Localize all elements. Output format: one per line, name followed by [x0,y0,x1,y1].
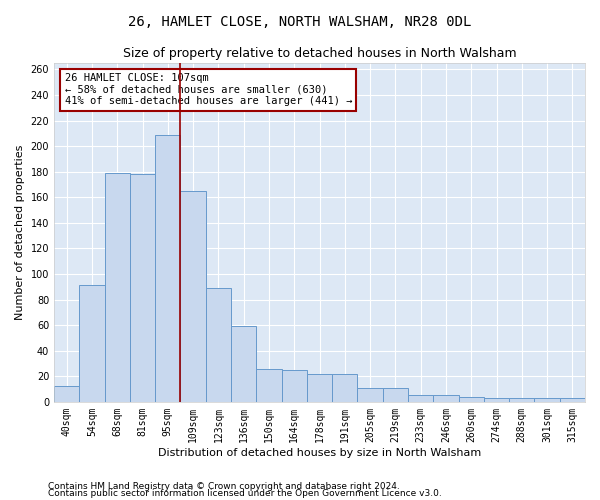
Bar [130,174,155,402]
Bar [560,398,585,402]
Bar [281,370,307,402]
Bar [256,368,281,402]
Title: Size of property relative to detached houses in North Walsham: Size of property relative to detached ho… [123,48,517,60]
Bar [181,191,206,402]
Bar [307,374,332,402]
Bar [535,398,560,402]
Bar [104,173,130,402]
Bar [408,396,433,402]
Bar [358,388,383,402]
Bar [433,396,458,402]
Bar [231,326,256,402]
Bar [383,388,408,402]
Text: 26 HAMLET CLOSE: 107sqm
← 58% of detached houses are smaller (630)
41% of semi-d: 26 HAMLET CLOSE: 107sqm ← 58% of detache… [65,73,352,106]
Bar [79,286,104,402]
Bar [458,396,484,402]
Bar [509,398,535,402]
Text: Contains public sector information licensed under the Open Government Licence v3: Contains public sector information licen… [48,490,442,498]
Text: 26, HAMLET CLOSE, NORTH WALSHAM, NR28 0DL: 26, HAMLET CLOSE, NORTH WALSHAM, NR28 0D… [128,15,472,29]
Text: Contains HM Land Registry data © Crown copyright and database right 2024.: Contains HM Land Registry data © Crown c… [48,482,400,491]
Bar [332,374,358,402]
Bar [155,134,181,402]
Bar [206,288,231,402]
Y-axis label: Number of detached properties: Number of detached properties [15,145,25,320]
Bar [484,398,509,402]
X-axis label: Distribution of detached houses by size in North Walsham: Distribution of detached houses by size … [158,448,481,458]
Bar [54,386,79,402]
